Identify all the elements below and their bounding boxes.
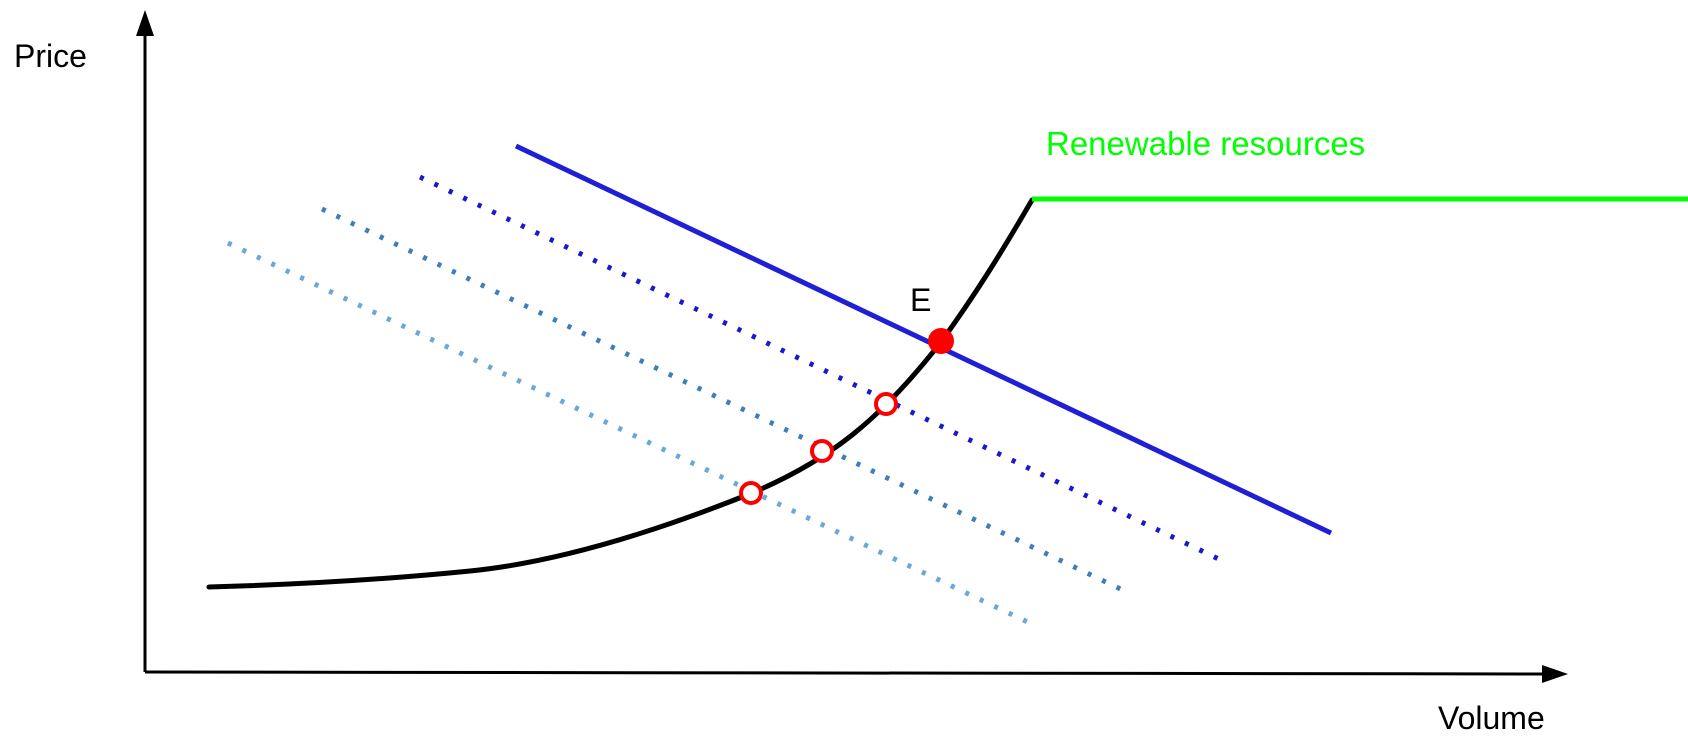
demand-curve-dotted-2 [320, 206, 1133, 597]
x-axis-arrow-icon [1542, 665, 1568, 683]
supply-curve [206, 197, 1035, 590]
y-axis-arrow-icon [136, 10, 154, 36]
x-axis-label: Volume [1438, 700, 1545, 736]
equilibrium-label: E [910, 282, 931, 318]
intersection-point-2 [810, 439, 834, 463]
equilibrium-point [928, 328, 954, 354]
x-axis [144, 670, 1547, 676]
y-axis-label: Price [14, 38, 87, 74]
demand-curve-dotted-1 [418, 174, 1229, 566]
renewable-resources-label: Renewable resources [1046, 125, 1365, 162]
intersection-point-3 [874, 392, 898, 416]
intersection-point-1 [739, 481, 763, 505]
demand-curve-solid [514, 143, 1333, 536]
